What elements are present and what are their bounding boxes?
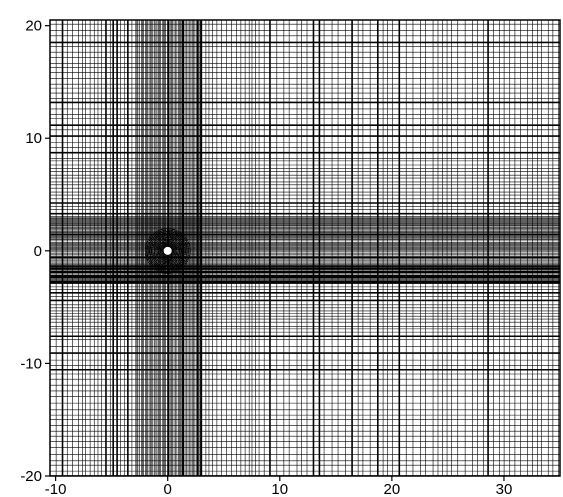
mesh-polar-ray [145, 248, 164, 251]
y-tick-label: 20 [25, 18, 42, 35]
mesh-polar-ray [158, 230, 167, 248]
mesh-polar-ray [169, 253, 182, 270]
mesh-polar-ray [158, 254, 167, 272]
mesh-polar-ray [165, 228, 168, 247]
mesh-polar-ray [168, 254, 173, 273]
mesh-polar-ray [156, 254, 166, 271]
mesh-polar-ray [145, 251, 164, 256]
mesh-polar-ray [162, 228, 168, 247]
mesh-polar-ray [167, 228, 171, 247]
mesh-polar-ray [152, 253, 166, 268]
mesh-polar-ray [148, 252, 165, 263]
mesh-polar-ray [171, 248, 191, 251]
mesh-polar-ray [170, 233, 183, 249]
mesh-polar-ray [146, 251, 164, 258]
x-tick-label: 0 [164, 481, 172, 497]
y-tick-label: 0 [34, 243, 42, 260]
mesh-polar-ray [156, 231, 166, 248]
mesh-polar-ray [145, 245, 164, 251]
mesh-polar-ray [154, 253, 166, 270]
mesh-polar-ray [170, 235, 185, 249]
mesh-polar-ray [169, 231, 180, 248]
mesh-polar-ray [170, 252, 186, 265]
mesh-polar-ray [146, 243, 164, 250]
mesh-polar-ray [170, 237, 186, 249]
mesh-polar-ray [168, 229, 175, 248]
mesh-polar-ray [167, 254, 171, 274]
mesh-polar-ray [171, 250, 191, 254]
y-tick-label: 10 [25, 130, 42, 147]
mesh-polar-ray [160, 229, 167, 248]
mesh-polar-ray [171, 243, 190, 250]
mesh-polar-ray [169, 254, 178, 272]
mesh-polar-ray [171, 252, 189, 261]
x-tick-label: 30 [496, 481, 513, 497]
x-tick-label: 10 [271, 481, 288, 497]
mesh-polar-ray [147, 241, 165, 250]
mesh-polar-ray [170, 253, 183, 268]
cylinder-body [163, 246, 172, 255]
mesh-polar-ray [160, 254, 167, 273]
mesh-polar-ray [169, 254, 180, 271]
mesh-polar-ray [147, 252, 165, 261]
mesh-polar-ray [171, 251, 190, 256]
mesh-polar-ray [168, 254, 175, 273]
mesh-polar-ray [149, 252, 165, 265]
plot-frame [49, 19, 561, 477]
mesh-polar-ray [171, 252, 188, 263]
y-tick-label: -20 [20, 468, 42, 485]
mesh-polar-ray [149, 237, 165, 249]
mesh-grid [50, 20, 560, 476]
mesh-polar-ray [162, 254, 168, 273]
mesh-polar-ray [150, 235, 165, 249]
y-tick-label: -10 [20, 355, 42, 372]
mesh-polar-ray [169, 232, 182, 248]
x-tick-label: 20 [384, 481, 401, 497]
mesh-polar-ray [171, 239, 188, 250]
mesh-polar-ray [145, 250, 164, 254]
x-tick-label: -10 [45, 481, 67, 497]
mesh-polar-ray [169, 230, 178, 248]
mesh-polar-ray [170, 253, 185, 267]
mesh-polar-ray [154, 232, 166, 248]
y-axis: -20 -10 0 10 20 [20, 18, 50, 485]
mesh-polar-ray [171, 245, 190, 251]
mesh-polar-ray [168, 228, 173, 247]
x-axis: -10 0 10 20 30 [45, 476, 513, 497]
mesh-polar-ray [171, 251, 190, 258]
mesh-polar-ray [171, 241, 189, 250]
mesh-polar-ray [148, 239, 165, 250]
mesh-polar-ray [165, 254, 168, 274]
mesh-polar-ray [152, 233, 166, 249]
mesh-polar-ray [150, 253, 165, 267]
